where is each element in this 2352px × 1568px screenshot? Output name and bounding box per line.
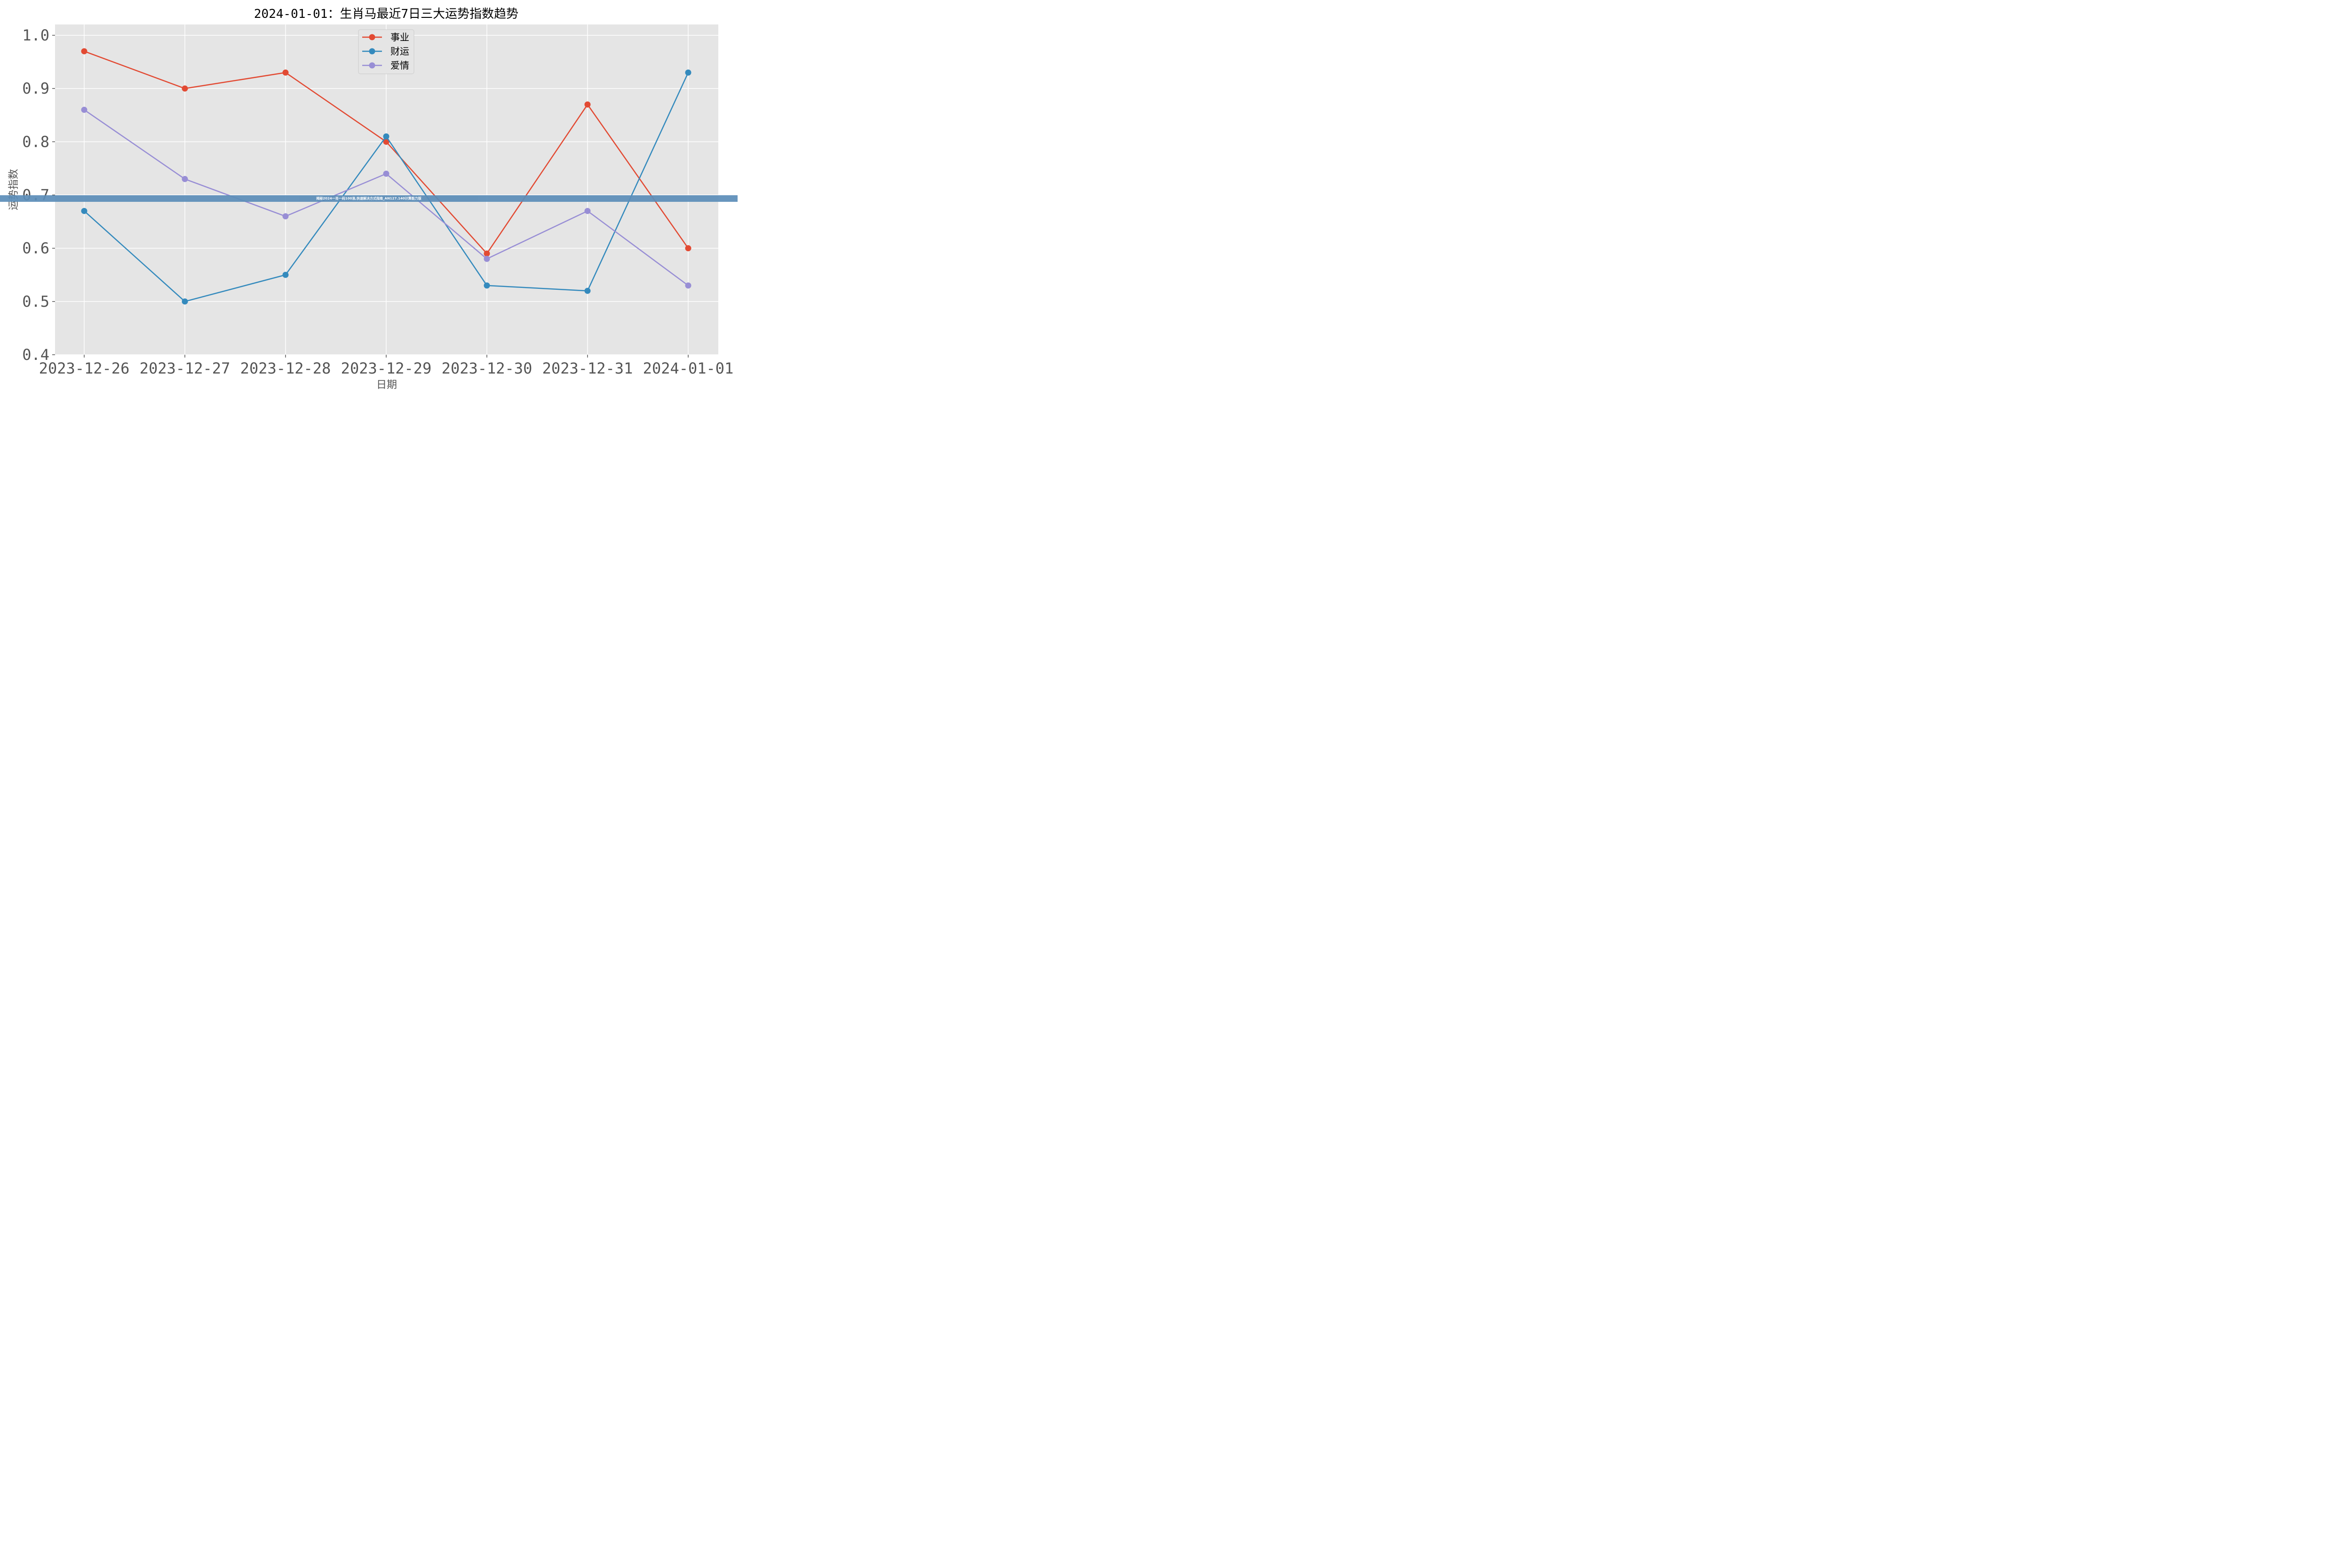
data-point (484, 282, 490, 289)
x-axis-label: 日期 (376, 379, 397, 391)
y-axis-ticks: 0.40.50.60.70.80.91.0 (22, 26, 55, 364)
y-axis-label: 运势指数 (8, 169, 20, 210)
x-tick-label: 2023-12-30 (442, 359, 532, 377)
data-point (282, 69, 289, 76)
data-point (383, 138, 389, 145)
legend-marker (369, 62, 375, 69)
y-tick-label: 0.6 (22, 239, 49, 257)
data-point (182, 85, 188, 92)
series-2 (81, 106, 691, 289)
data-point (584, 287, 591, 294)
x-tick-label: 2024-01-01 (643, 359, 734, 377)
legend-label: 爱情 (390, 60, 409, 71)
y-tick-label: 0.9 (22, 80, 49, 97)
legend-item-0: 事业 (362, 32, 409, 43)
data-point (584, 101, 591, 108)
line-chart: 2024-01-01：生肖马最近7日三大运势指数趋势 0.40.50.60.70… (8, 7, 734, 391)
data-point (484, 250, 490, 257)
series-group (81, 48, 691, 305)
y-tick-label: 0.5 (22, 293, 49, 310)
series-0 (81, 48, 691, 257)
legend-marker (369, 34, 375, 40)
x-tick-label: 2023-12-26 (39, 359, 130, 377)
data-point (584, 207, 591, 214)
data-point (81, 106, 87, 113)
y-tick-label: 1.0 (22, 26, 49, 44)
data-point (282, 213, 289, 220)
data-point (685, 282, 691, 289)
legend-marker (369, 48, 375, 55)
data-point (685, 245, 691, 252)
legend-item-1: 财运 (362, 46, 409, 57)
y-tick-label: 0.4 (22, 346, 49, 364)
y-tick-label: 0.8 (22, 133, 49, 151)
series-1 (81, 69, 691, 305)
legend-label: 财运 (390, 46, 409, 57)
data-point (383, 133, 389, 140)
chart-title: 2024-01-01：生肖马最近7日三大运势指数趋势 (254, 7, 518, 21)
plot-area (55, 24, 718, 355)
legend-item-2: 爱情 (362, 60, 409, 71)
data-point (81, 207, 87, 214)
watermark-banner: 揭秘2024一肖一码100准,快速解决方式指南_AN127.140计算能力版 (0, 195, 738, 202)
data-point (383, 170, 389, 177)
x-tick-label: 2023-12-29 (341, 359, 432, 377)
data-point (484, 255, 490, 262)
x-axis-ticks: 2023-12-26 2023-12-27 2023-12-28 2023-12-29… (39, 355, 734, 377)
data-point (182, 298, 188, 305)
data-point (282, 271, 289, 278)
legend-label: 事业 (390, 32, 409, 43)
x-tick-label: 2023-12-31 (542, 359, 633, 377)
x-tick-label: 2023-12-27 (140, 359, 230, 377)
x-tick-label: 2023-12-28 (240, 359, 331, 377)
data-point (182, 176, 188, 183)
data-point (685, 69, 691, 76)
data-point (81, 48, 87, 55)
